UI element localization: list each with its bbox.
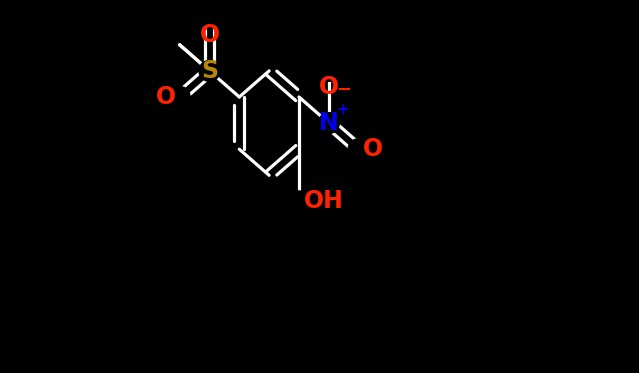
- Circle shape: [318, 60, 339, 81]
- Circle shape: [289, 191, 309, 212]
- Text: O: O: [319, 75, 339, 99]
- Circle shape: [199, 8, 220, 29]
- Text: S: S: [201, 59, 218, 83]
- Text: +: +: [336, 103, 349, 117]
- Text: O: O: [156, 85, 176, 109]
- Text: −: −: [336, 81, 351, 99]
- Circle shape: [199, 60, 220, 81]
- Text: O: O: [362, 137, 383, 161]
- Text: OH: OH: [304, 189, 343, 213]
- Text: O: O: [199, 23, 220, 47]
- Text: N: N: [319, 111, 339, 135]
- Circle shape: [169, 87, 190, 107]
- Circle shape: [348, 139, 369, 160]
- Circle shape: [318, 113, 339, 134]
